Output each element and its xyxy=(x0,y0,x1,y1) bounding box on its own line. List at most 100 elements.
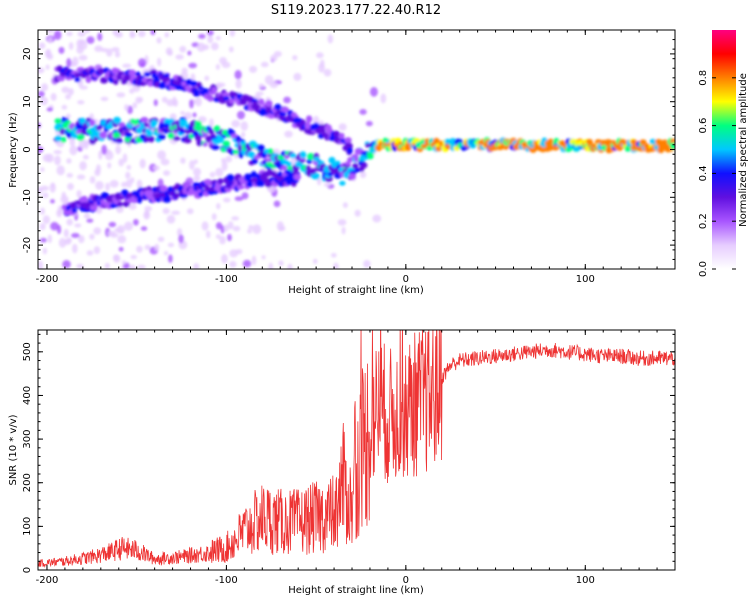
heatmap-cell xyxy=(78,235,85,244)
heatmap-cell xyxy=(285,179,293,186)
heatmap-cell xyxy=(129,30,135,39)
heatmap-cell xyxy=(136,179,143,189)
heatmap-cell xyxy=(318,128,326,134)
heatmap-cell xyxy=(104,262,110,269)
heatmap-cell xyxy=(112,116,122,124)
heatmap-cell xyxy=(150,119,158,126)
heatmap-cell xyxy=(80,195,88,201)
heatmap-cell xyxy=(649,138,657,145)
heatmap-cell xyxy=(77,100,85,105)
heatmap-cell xyxy=(115,137,122,142)
heatmap-cell xyxy=(129,264,136,269)
heatmap-cell xyxy=(95,125,103,131)
heatmap-cell xyxy=(226,174,235,182)
heatmap-cell xyxy=(118,158,124,167)
heatmap-cell xyxy=(113,254,121,263)
heatmap-cell xyxy=(227,233,232,242)
heatmap-cell xyxy=(144,205,153,212)
heatmap-cell xyxy=(213,125,221,132)
heatmap-cell xyxy=(78,138,87,149)
heatmap-cell xyxy=(125,179,133,188)
heatmap-cell xyxy=(273,200,281,208)
heatmap-cell xyxy=(50,221,59,231)
heatmap-cell xyxy=(204,184,210,192)
heatmap-cell xyxy=(268,262,274,269)
snr-panel: -200 -100 0 100 0 100 200 300 400 500 Height of s… xyxy=(8,329,676,596)
heatmap-cell xyxy=(109,180,119,188)
heatmap-cell xyxy=(168,254,173,263)
y-tick-label: 0 xyxy=(22,146,33,152)
heatmap-cell xyxy=(161,96,168,103)
heatmap-cell xyxy=(38,90,45,98)
heatmap-cell xyxy=(86,218,94,223)
heatmap-cell xyxy=(139,158,146,169)
heatmap-cell xyxy=(128,69,136,76)
heatmap-cell xyxy=(189,80,198,87)
heatmap-cell xyxy=(112,131,121,139)
heatmap-cell xyxy=(157,57,162,67)
snr-line xyxy=(38,330,675,568)
heatmap-cell xyxy=(209,118,214,128)
heatmap-cell xyxy=(50,199,55,204)
heatmap-cell xyxy=(107,162,112,169)
x-tick-label: -100 xyxy=(215,575,238,586)
y-tick-label: 0 xyxy=(22,567,33,573)
heatmap-cell xyxy=(216,203,221,210)
heatmap-cell xyxy=(53,30,62,41)
heatmap-cell xyxy=(210,42,219,51)
heatmap-cell xyxy=(86,250,94,256)
heatmap-cell xyxy=(95,181,104,190)
heatmap-cell xyxy=(38,260,44,269)
heatmap-cell xyxy=(215,167,224,177)
heatmap-cell xyxy=(338,123,347,131)
heatmap-cell xyxy=(160,158,170,166)
heatmap-cell xyxy=(354,209,361,217)
heatmap-cell xyxy=(135,96,142,104)
heatmap-cell xyxy=(47,234,53,244)
heatmap-cell xyxy=(101,144,107,155)
heatmap-cell xyxy=(71,208,78,214)
heatmap-cell xyxy=(316,52,324,59)
heatmap-cell xyxy=(163,170,171,176)
heatmap-cell xyxy=(261,255,266,260)
heatmap-cell xyxy=(268,148,274,155)
heatmap-cell xyxy=(79,161,87,171)
heatmap-cell xyxy=(305,115,313,123)
heatmap-cell xyxy=(47,37,53,44)
heatmap-cell xyxy=(342,202,348,209)
heatmap-cell xyxy=(65,94,71,100)
heatmap-cell xyxy=(132,102,138,109)
heatmap-cell xyxy=(166,215,176,224)
heatmap-cell xyxy=(363,259,371,268)
heatmap-cell xyxy=(116,225,125,234)
heatmap-cell xyxy=(222,140,231,147)
heatmap-cell xyxy=(211,144,220,150)
heatmap-cell xyxy=(206,96,214,102)
heatmap-cell xyxy=(180,157,186,164)
heatmap-cell xyxy=(189,160,195,170)
heatmap-cell xyxy=(305,165,311,171)
heatmap-cell xyxy=(193,89,201,97)
heatmap-cell xyxy=(124,104,129,111)
heatmap-cell xyxy=(180,110,185,115)
heatmap-cell xyxy=(107,230,116,237)
heatmap-cell xyxy=(74,77,81,83)
heatmap-cell xyxy=(147,135,155,143)
heatmap-cell xyxy=(258,181,265,187)
heatmap-cell xyxy=(175,54,184,60)
spectrogram-y-axis-label: Frequency (Hz) xyxy=(8,112,19,188)
snr-y-axis-label: SNR (10 * v/v) xyxy=(8,414,19,485)
heatmap-cell xyxy=(66,57,72,68)
heatmap-cell xyxy=(269,81,279,89)
heatmap-cell xyxy=(61,86,70,94)
heatmap-cell xyxy=(229,260,237,268)
heatmap-cell xyxy=(317,177,322,186)
heatmap-cell xyxy=(242,259,252,268)
heatmap-cell xyxy=(163,251,169,256)
x-tick-label: 100 xyxy=(576,274,595,285)
heatmap-cell xyxy=(323,182,331,187)
y-tick-label: 200 xyxy=(22,473,33,492)
